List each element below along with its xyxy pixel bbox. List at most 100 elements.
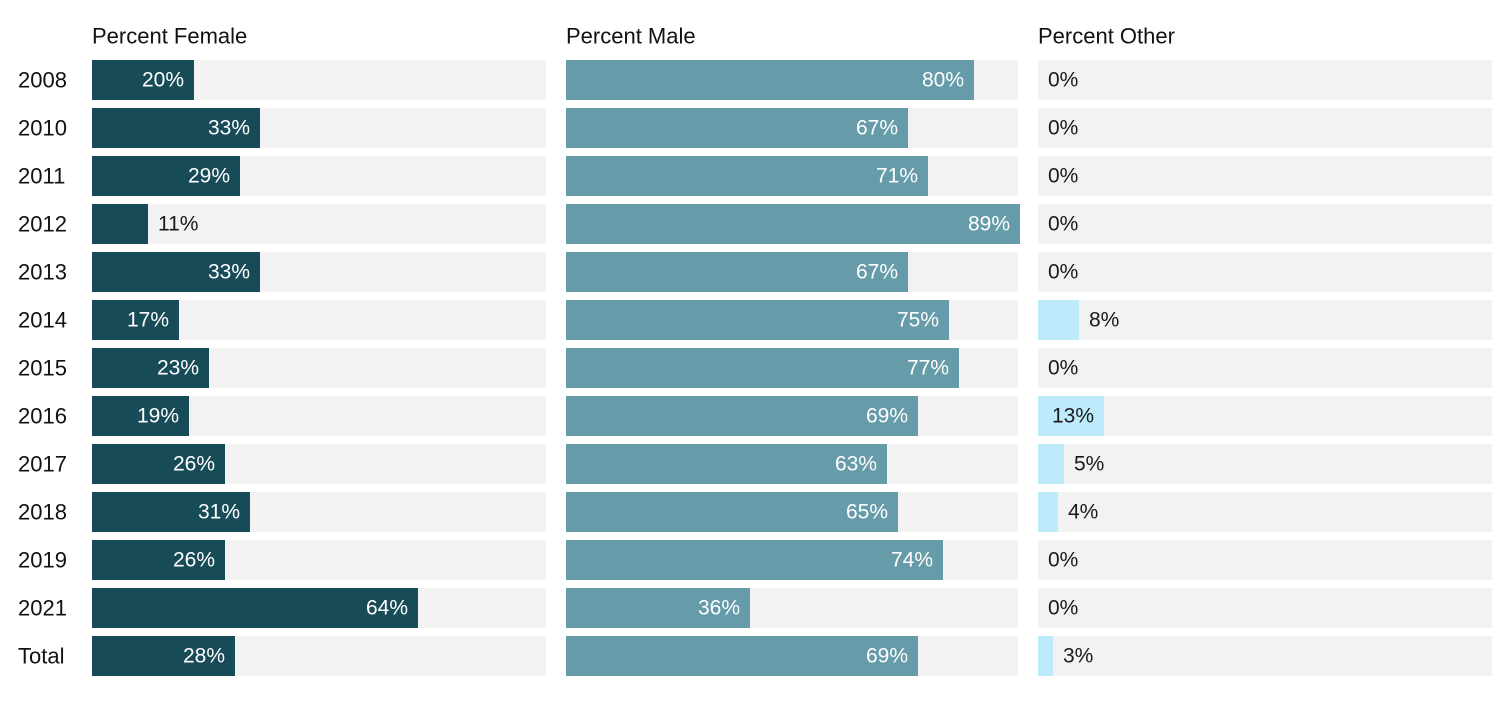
data-label-percent-other-2014: 8% [1089,309,1119,332]
bar-track [1038,540,1492,580]
data-label-percent-female-2021: 64% [366,597,408,620]
bar-percent-female-2014 [92,300,179,340]
data-label-percent-other-total: 3% [1063,645,1093,668]
bar-track [1038,60,1492,100]
data-label-percent-male-2018: 65% [846,501,888,524]
data-label-percent-other-2016: 13% [1052,405,1094,428]
bar-percent-other-2014 [1038,300,1079,340]
data-label-percent-female-2017: 26% [173,453,215,476]
row-label-2011: 2011 [18,164,65,189]
row-label-2018: 2018 [18,500,67,525]
bar-percent-male-2016 [566,396,918,436]
data-label-percent-male-2008: 80% [922,69,964,92]
chart-panels: Percent Female 20% 33% 29% 11% 33% 17% 23% 19% 26… [92,24,1492,676]
row-label-2017: 2017 [18,452,67,477]
row-label-2008: 2008 [18,68,67,93]
bar-track [1038,204,1492,244]
bar-percent-other-2016 [1038,396,1104,436]
bar-percent-male-2014 [566,300,949,340]
data-label-percent-female-total: 28% [183,645,225,668]
bar-track [1038,348,1492,388]
bar-percent-male-2008 [566,60,974,100]
data-label-percent-male-2015: 77% [907,357,949,380]
bar-track [1038,636,1492,676]
data-label-percent-other-2008: 0% [1048,69,1078,92]
panel-title-percent-male: Percent Male [566,24,696,49]
panel-title-percent-female: Percent Female [92,24,247,49]
data-label-percent-other-2018: 4% [1068,501,1098,524]
data-label-percent-male-2021: 36% [698,597,740,620]
bar-percent-male-2010 [566,108,908,148]
bar-percent-female-2010 [92,108,260,148]
bar-percent-male-2017 [566,444,887,484]
bar-percent-other-total [1038,636,1053,676]
data-label-percent-male-2011: 71% [876,165,918,188]
data-label-percent-other-2010: 0% [1048,117,1078,140]
data-label-percent-female-2011: 29% [188,165,230,188]
panel-percent-male: Percent Male 80% 67% 71% 89% 67% 75% 77% 69% 63% 6… [566,24,1020,676]
bar-track [1038,156,1492,196]
row-label-total: Total [18,644,64,669]
bar-percent-female-2015 [92,348,209,388]
bar-percent-male-2011 [566,156,928,196]
bar-percent-male-2018 [566,492,898,532]
data-label-percent-female-2019: 26% [173,549,215,572]
bar-percent-female-2021 [92,588,418,628]
data-label-percent-female-2010: 33% [208,117,250,140]
data-label-percent-female-2008: 20% [142,69,184,92]
bar-percent-female-2016 [92,396,189,436]
bar-percent-male-2021 [566,588,750,628]
panel-title-percent-other: Percent Other [1038,24,1175,49]
bar-percent-female-2012 [92,204,148,244]
data-label-percent-male-2017: 63% [835,453,877,476]
bar-percent-male-2015 [566,348,959,388]
data-label-percent-other-2015: 0% [1048,357,1078,380]
bar-percent-male-total [566,636,918,676]
data-label-percent-male-2014: 75% [897,309,939,332]
data-label-percent-other-2012: 0% [1048,213,1078,236]
bar-percent-male-2013 [566,252,908,292]
data-label-percent-other-2019: 0% [1048,549,1078,572]
data-label-percent-male-2013: 67% [856,261,898,284]
data-label-percent-female-2013: 33% [208,261,250,284]
row-labels: 2008 2010 2011 2012 2013 2014 2015 2016 2017 2018… [18,68,67,669]
bar-percent-female-2008 [92,60,194,100]
bar-percent-female-2011 [92,156,240,196]
row-label-2015: 2015 [18,356,67,381]
row-label-2019: 2019 [18,548,67,573]
bar-track [1038,396,1492,436]
bar-track [1038,444,1492,484]
panel-percent-other: Percent Other 0% 0% 0% 0% 0% 8% 0% 13% 5% 4% 0% 0% 3% [1038,24,1492,676]
data-label-percent-female-2012: 11% [158,213,198,236]
data-label-percent-other-2011: 0% [1048,165,1078,188]
row-label-2016: 2016 [18,404,67,429]
data-label-percent-male-2010: 67% [856,117,898,140]
row-label-2021: 2021 [18,596,67,621]
bar-percent-female-2019 [92,540,225,580]
bar-track [1038,588,1492,628]
data-label-percent-female-2018: 31% [198,501,240,524]
bar-percent-other-2018 [1038,492,1058,532]
panel-percent-female: Percent Female 20% 33% 29% 11% 33% 17% 23% 19% 26… [92,24,546,676]
bar-percent-female-2018 [92,492,250,532]
bar-percent-female-total [92,636,235,676]
row-label-2014: 2014 [18,308,67,333]
row-label-2012: 2012 [18,212,67,237]
bar-percent-male-2019 [566,540,943,580]
bar-percent-male-2012 [566,204,1020,244]
data-label-percent-other-2021: 0% [1048,597,1078,620]
row-label-2010: 2010 [18,116,67,141]
data-label-percent-male-2016: 69% [866,405,908,428]
bar-percent-female-2017 [92,444,225,484]
data-label-percent-female-2015: 23% [157,357,199,380]
bar-percent-female-2013 [92,252,260,292]
data-label-percent-male-2012: 89% [968,213,1010,236]
data-label-percent-female-2016: 19% [137,405,179,428]
data-label-percent-other-2017: 5% [1074,453,1104,476]
bar-track [1038,492,1492,532]
data-label-percent-male-2019: 74% [891,549,933,572]
bar-track [1038,300,1492,340]
row-label-2013: 2013 [18,260,67,285]
bar-percent-other-2017 [1038,444,1064,484]
data-label-percent-male-total: 69% [866,645,908,668]
